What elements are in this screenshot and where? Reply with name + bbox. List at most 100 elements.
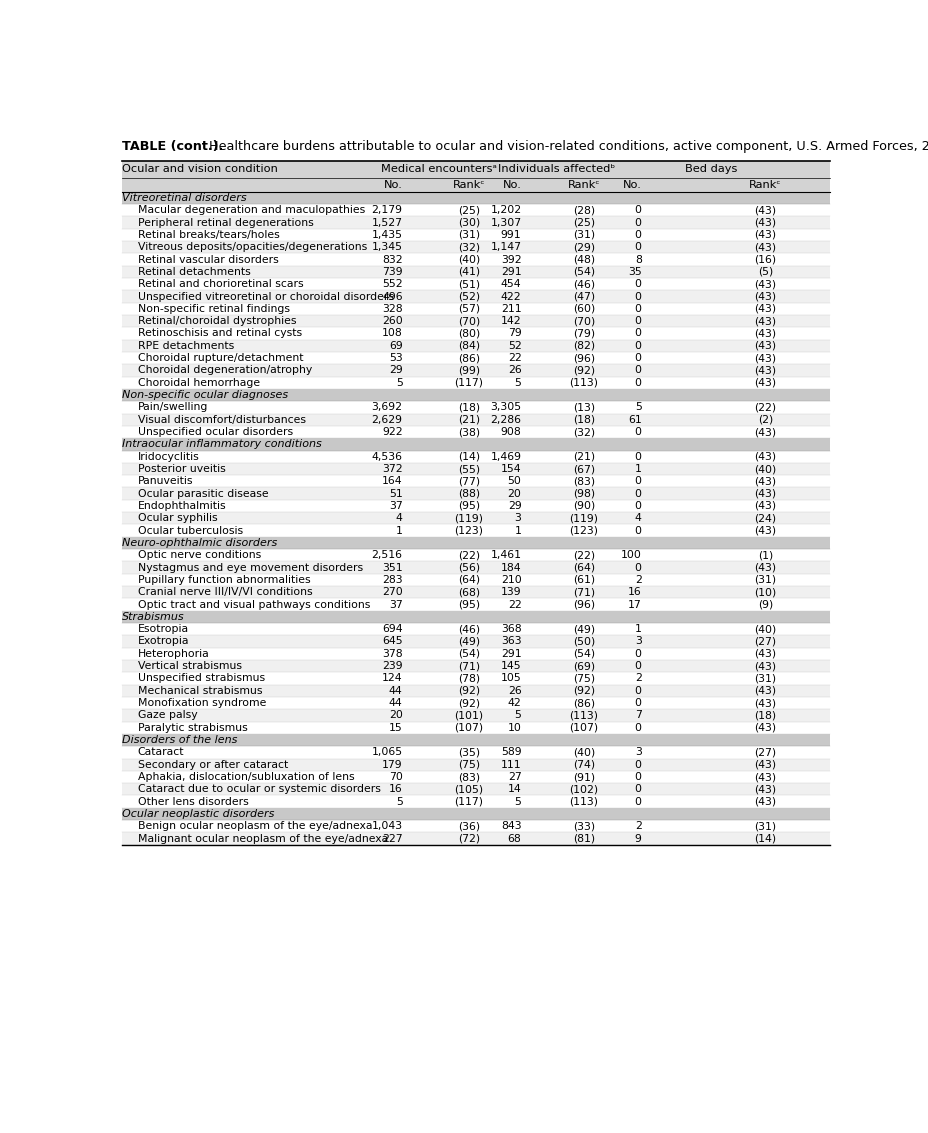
Text: (18): (18) [573,415,595,425]
Text: 1: 1 [395,526,402,536]
Text: Unspecified vitreoretinal or choroidal disorders: Unspecified vitreoretinal or choroidal d… [137,291,393,301]
Text: 100: 100 [620,551,641,560]
Text: 108: 108 [381,329,402,339]
Text: 739: 739 [381,267,402,276]
Text: (74): (74) [573,760,595,769]
Text: No.: No. [622,180,641,190]
Text: 351: 351 [381,563,402,572]
Text: No.: No. [502,180,521,190]
Bar [122,820,830,833]
Text: (96): (96) [573,353,595,364]
Text: 1,307: 1,307 [490,218,521,228]
Text: 179: 179 [381,760,402,769]
Text: (68): (68) [458,587,480,597]
Text: 368: 368 [500,624,521,634]
Text: Retinal vascular disorders: Retinal vascular disorders [137,255,278,265]
Text: 0: 0 [634,279,641,289]
Text: (43): (43) [754,501,776,511]
Bar [122,266,830,278]
Text: (64): (64) [573,563,595,572]
Text: (123): (123) [569,526,598,536]
Text: (49): (49) [573,624,595,634]
Text: (60): (60) [573,304,595,314]
Text: 422: 422 [500,291,521,301]
Text: 37: 37 [389,599,402,610]
Text: (43): (43) [754,649,776,658]
Text: 239: 239 [381,662,402,671]
Text: 1,345: 1,345 [371,242,402,253]
Text: Heterophoria: Heterophoria [137,649,209,658]
Text: 51: 51 [389,488,402,499]
Text: 10: 10 [507,723,521,733]
Text: (90): (90) [573,501,595,511]
Text: (82): (82) [573,341,595,351]
Text: (5): (5) [757,267,772,276]
Text: Optic nerve conditions: Optic nerve conditions [137,551,261,560]
Bar [122,672,830,684]
Text: Panuveitis: Panuveitis [137,476,193,486]
Text: 1,043: 1,043 [371,821,402,832]
Text: (107): (107) [454,723,483,733]
Text: (95): (95) [458,501,480,511]
Bar [122,573,830,586]
Text: 3,692: 3,692 [371,402,402,412]
Text: 7: 7 [634,710,641,721]
Text: (83): (83) [573,476,595,486]
Text: (71): (71) [573,587,595,597]
Text: (70): (70) [458,316,480,326]
Text: Exotropia: Exotropia [137,637,189,647]
Text: (43): (43) [754,784,776,794]
Text: 0: 0 [634,427,641,437]
Text: 1: 1 [634,624,641,634]
Text: Macular degeneration and maculopathies: Macular degeneration and maculopathies [137,205,365,215]
Text: (18): (18) [754,710,776,721]
Text: (54): (54) [573,267,595,276]
Bar [122,229,830,241]
Text: 2,179: 2,179 [371,205,402,215]
Text: Cranial nerve III/IV/VI conditions: Cranial nerve III/IV/VI conditions [137,587,312,597]
Text: (80): (80) [458,329,480,339]
Text: 0: 0 [634,796,641,807]
Bar [122,770,830,783]
Text: TABLE (cont.).: TABLE (cont.). [122,140,223,153]
Text: Retinal and chorioretinal scars: Retinal and chorioretinal scars [137,279,303,289]
Text: (43): (43) [754,662,776,671]
Text: (40): (40) [754,465,776,474]
Text: (31): (31) [573,230,595,240]
Text: (31): (31) [754,821,776,832]
Text: Retinal breaks/tears/holes: Retinal breaks/tears/holes [137,230,279,240]
Bar [122,636,830,648]
Text: (43): (43) [754,760,776,769]
Bar [122,734,830,747]
Text: 291: 291 [500,267,521,276]
Text: 0: 0 [634,366,641,375]
Text: (83): (83) [458,772,480,782]
Text: (27): (27) [754,748,776,757]
Text: Rankᶜ: Rankᶜ [452,180,484,190]
Text: 922: 922 [381,427,402,437]
Text: Retinal/choroidal dystrophies: Retinal/choroidal dystrophies [137,316,296,326]
Text: 270: 270 [381,587,402,597]
Text: (77): (77) [458,476,480,486]
Bar [122,216,830,229]
Text: 0: 0 [634,476,641,486]
Text: 26: 26 [508,685,521,696]
Text: (43): (43) [754,563,776,572]
Text: 0: 0 [634,205,641,215]
Bar [122,191,830,204]
Text: 164: 164 [381,476,402,486]
Text: (46): (46) [458,624,480,634]
Text: (113): (113) [569,377,598,387]
Text: 0: 0 [634,452,641,461]
Text: (92): (92) [573,685,595,696]
Text: 0: 0 [634,685,641,696]
Text: Disorders of the lens: Disorders of the lens [122,735,237,746]
Bar [122,475,830,487]
Text: 0: 0 [634,649,641,658]
Text: (43): (43) [754,316,776,326]
Text: 3: 3 [634,748,641,757]
Text: (22): (22) [573,551,595,560]
Bar [122,562,830,573]
Text: (88): (88) [458,488,480,499]
Text: 0: 0 [634,662,641,671]
